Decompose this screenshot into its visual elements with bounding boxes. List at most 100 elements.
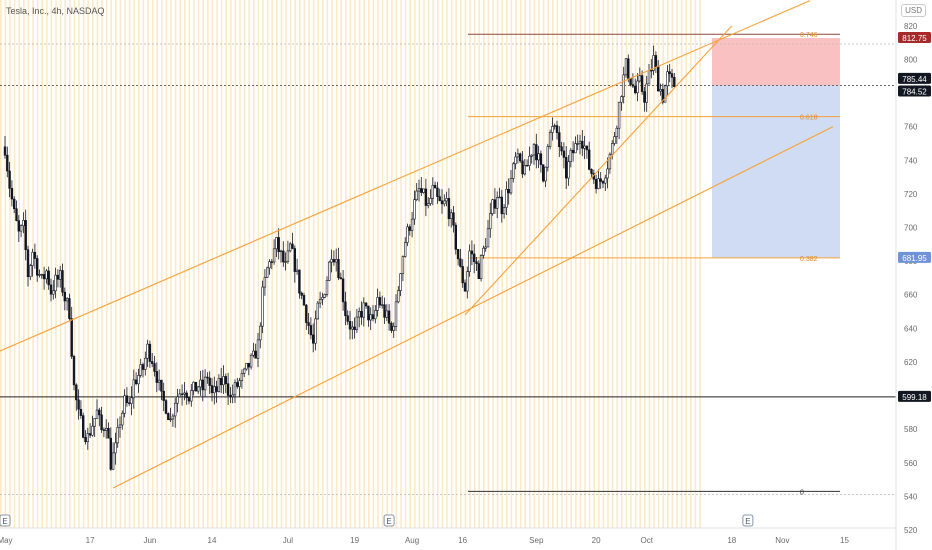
session-stripe	[616, 0, 618, 528]
candle-body	[45, 270, 48, 280]
price-label-text: 812.75	[902, 34, 927, 43]
candle-body	[656, 66, 660, 92]
candle-body	[302, 295, 306, 306]
candle-body	[210, 385, 214, 394]
candle-body	[422, 188, 425, 193]
candle-body	[399, 273, 402, 291]
candle-body	[61, 270, 64, 293]
candle-body	[601, 181, 605, 184]
candle-body	[268, 261, 271, 269]
candle-body	[162, 390, 165, 401]
session-stripe	[501, 0, 503, 528]
candle-body	[452, 212, 455, 226]
candle-body	[293, 248, 296, 272]
candle-body	[466, 271, 469, 292]
candle-body	[13, 198, 16, 210]
candle-body	[482, 247, 485, 256]
session-stripe	[161, 0, 163, 528]
candle-body	[42, 274, 46, 280]
candle-body	[449, 212, 453, 220]
session-stripe	[662, 0, 664, 528]
session-stripe	[207, 0, 209, 528]
candle-body	[38, 274, 41, 276]
candle-body	[636, 80, 639, 94]
candle-body	[330, 259, 333, 263]
x-tick-label: Oct	[640, 536, 653, 545]
candle-body	[100, 414, 103, 431]
candle-body	[401, 256, 405, 274]
candle-body	[505, 189, 508, 208]
y-tick-label: 720	[904, 190, 918, 199]
session-stripe	[441, 0, 444, 528]
session-stripe	[147, 0, 149, 528]
candle-body	[252, 350, 255, 356]
candle-body	[516, 153, 520, 158]
candle-body	[222, 376, 225, 386]
candle-body	[355, 316, 359, 330]
session-stripe	[611, 0, 614, 528]
candle-body	[121, 412, 124, 426]
candle-body	[197, 386, 200, 392]
candle-body	[249, 354, 253, 368]
session-stripe	[317, 0, 319, 528]
candle-body	[190, 390, 193, 402]
candle-body	[610, 143, 614, 155]
session-stripe	[432, 0, 434, 528]
earnings-marker-label: E	[386, 517, 391, 526]
session-stripe	[299, 0, 301, 528]
candle-body	[650, 70, 653, 72]
candle-body	[180, 393, 184, 396]
candle-body	[374, 310, 377, 320]
candle-body	[403, 242, 407, 257]
session-stripe	[202, 0, 204, 528]
session-stripe	[289, 0, 292, 528]
session-stripe	[262, 0, 264, 528]
candle-body	[518, 153, 522, 162]
candle-body	[247, 362, 250, 368]
candle-body	[645, 83, 648, 103]
session-stripe	[529, 0, 531, 528]
earnings-marker	[742, 514, 754, 527]
session-stripe	[345, 0, 347, 528]
session-stripe	[386, 0, 388, 528]
session-stripe	[565, 0, 568, 528]
session-stripe	[552, 0, 554, 528]
session-stripe	[239, 0, 241, 528]
candle-body	[105, 427, 108, 431]
price-label-text: 784.52	[902, 87, 927, 96]
candle-body	[433, 184, 437, 189]
candle-body	[445, 198, 448, 202]
candle-body	[295, 269, 299, 272]
price-labels: 812.75 785.44 784.52 681.95 599.18	[898, 32, 931, 402]
candle-body	[459, 258, 462, 267]
candle-body	[525, 165, 529, 167]
candle-body	[265, 267, 269, 278]
x-tick-label: 17	[86, 536, 95, 545]
session-stripe	[276, 0, 278, 528]
x-tick-label: May	[0, 536, 13, 545]
candle-body	[151, 361, 154, 364]
candle-body	[581, 140, 584, 149]
candle-body	[544, 166, 547, 182]
candle-body	[155, 371, 158, 383]
candle-body	[597, 178, 600, 189]
candle-body	[426, 203, 430, 206]
session-stripe	[92, 0, 94, 528]
session-stripe	[487, 0, 490, 528]
session-stripe	[174, 0, 177, 528]
candle-body	[314, 318, 317, 344]
session-stripe	[55, 0, 57, 528]
candle-body	[192, 381, 195, 391]
session-stripe	[519, 0, 522, 528]
session-stripe	[179, 0, 181, 528]
currency-button[interactable]: USD	[901, 4, 926, 17]
candle-body	[328, 261, 331, 281]
candle-body	[33, 251, 37, 259]
session-stripe	[142, 0, 145, 528]
session-stripe	[280, 0, 283, 528]
session-stripe	[326, 0, 329, 528]
candle-body	[79, 408, 83, 416]
candle-body	[236, 382, 239, 387]
